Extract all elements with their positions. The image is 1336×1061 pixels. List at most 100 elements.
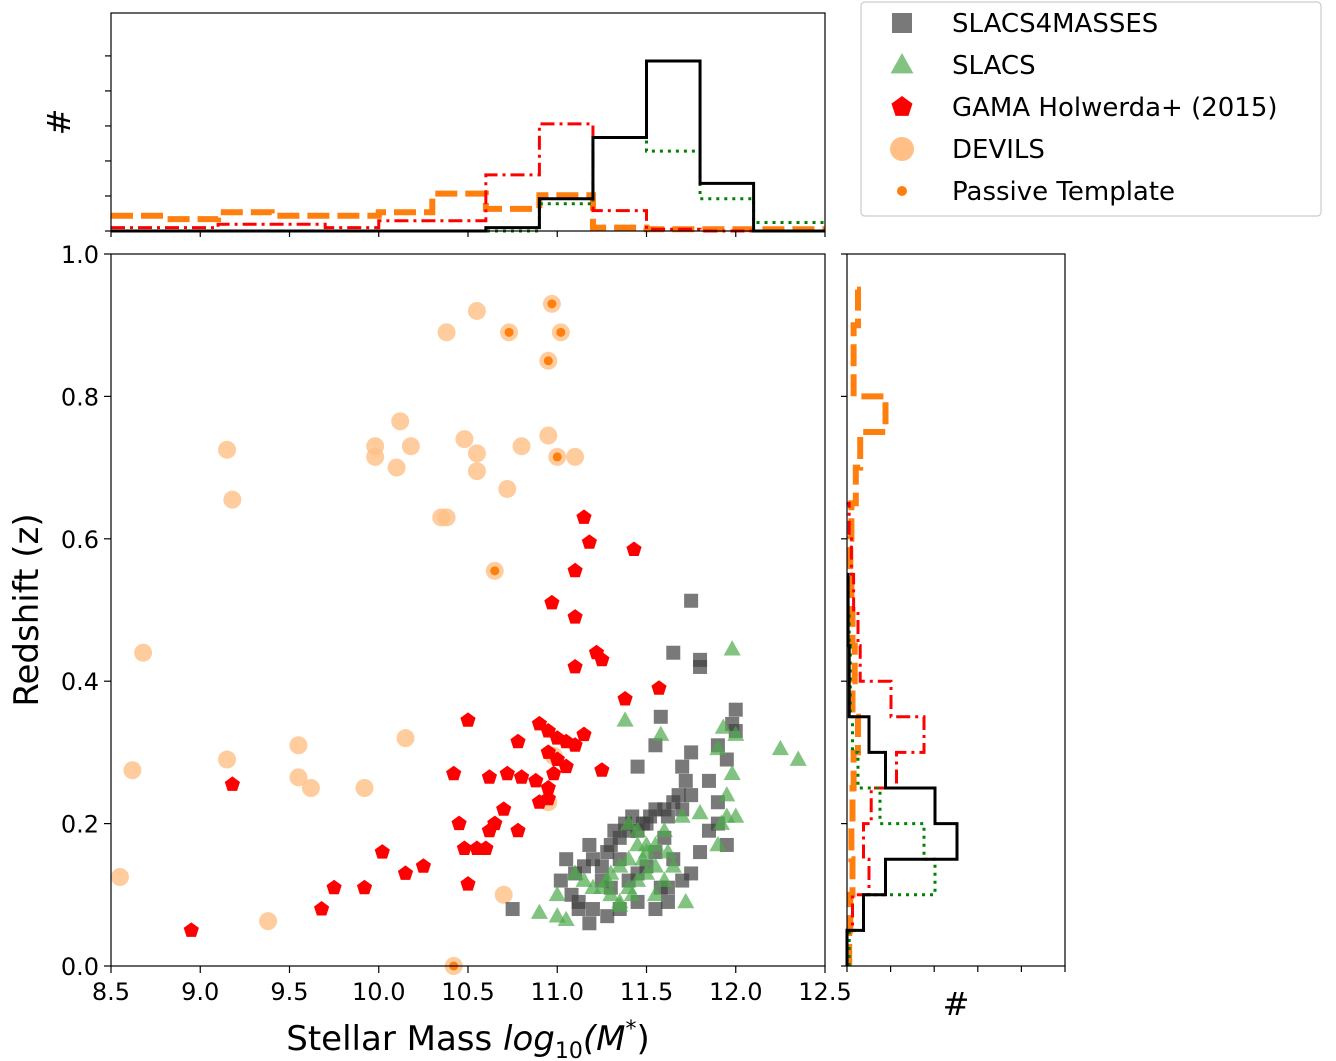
scatter-point: [301, 779, 320, 797]
scatter-point: [566, 447, 585, 466]
scatter-point: [655, 871, 673, 887]
x-axis-label: Stellar Mass log10(M*): [286, 1017, 649, 1061]
scatter-point: [584, 878, 602, 894]
scatter-point: [728, 702, 743, 717]
scatter-point: [510, 733, 526, 749]
scatter-point: [571, 902, 586, 917]
scatter-point: [540, 723, 556, 738]
scatter-point: [582, 837, 597, 852]
x-tick-label: 12.5: [798, 978, 851, 1006]
scatter-point: [218, 440, 237, 459]
scatter-point: [546, 765, 562, 781]
scatter-point: [528, 772, 544, 788]
y-tick-label: 0.0: [61, 953, 99, 981]
right-histogram-bars: [845, 286, 959, 966]
y-axis-label: Redshift (z): [7, 513, 47, 706]
legend-frame: [860, 1, 1322, 217]
scatter-point: [552, 452, 562, 462]
top-histogram-ticks: [105, 55, 826, 237]
y-axis-ticks: 0.0 0.2 0.4 0.6 0.8 1.0: [61, 241, 111, 981]
scatter-point: [437, 508, 456, 527]
scatter-point: [616, 711, 634, 727]
scatter-point: [567, 659, 583, 674]
scatter-point: [576, 509, 592, 524]
scatter-point: [134, 643, 153, 662]
scatter-point: [549, 751, 565, 766]
scatter-point: [467, 462, 486, 481]
scatter-point: [652, 725, 670, 741]
scatter-point: [496, 801, 512, 816]
scatter-point: [455, 430, 474, 449]
scatter-point: [637, 864, 656, 880]
scatter-point: [224, 776, 240, 791]
scatter-point: [374, 844, 390, 859]
scatter-point: [600, 845, 615, 860]
scatter-point: [437, 323, 456, 342]
scatter-point: [558, 758, 574, 774]
scatter-point: [660, 894, 675, 909]
scatter-point: [559, 852, 574, 867]
right-histogram-panel: #: [841, 253, 1066, 1023]
scatter-point: [540, 780, 556, 795]
scatter-point: [539, 426, 558, 445]
scatter-point: [789, 750, 807, 766]
scatter-point: [544, 594, 560, 610]
scatter-point: [513, 769, 530, 784]
main-scatter-panel: 8.5 9.0 9.5 10.0 10.5 11.0 11.5 12.0 12.5 0.0 0.2…: [7, 241, 852, 1061]
scatter-point: [677, 892, 695, 909]
scatter-point: [727, 725, 745, 741]
scatter-point: [460, 876, 476, 891]
scatter-point: [259, 912, 278, 931]
right-histogram-xlabel: #: [943, 985, 970, 1023]
scatter-point: [467, 444, 486, 463]
scatter-point: [499, 765, 515, 781]
scatter-point: [653, 709, 668, 724]
scatter-point: [481, 822, 497, 838]
legend-label: GAMA Holwerda+ (2015): [952, 93, 1278, 123]
legend-label: SLACS4MASSES: [952, 9, 1158, 39]
scatter-point: [326, 879, 342, 895]
scatter-point: [620, 814, 638, 830]
scatter-point: [712, 814, 731, 830]
scatter-point: [611, 857, 629, 873]
scatter-point: [684, 866, 699, 881]
scatter-point: [607, 823, 622, 838]
y-tick-label: 0.2: [61, 811, 99, 839]
scatter-point: [223, 490, 242, 509]
scatter-point: [576, 726, 592, 742]
scatter-point: [504, 327, 514, 337]
scatter-point: [557, 910, 575, 927]
scatter-point: [581, 534, 597, 549]
scatter-point: [678, 773, 693, 788]
top-histogram-step: [111, 122, 825, 233]
scatter-point: [684, 788, 699, 803]
scatter-point: [594, 651, 610, 667]
scatter-point: [659, 843, 677, 859]
scatter-point: [620, 850, 638, 866]
scatter-point: [714, 718, 732, 734]
scatter-point: [684, 593, 699, 608]
scatter-point: [646, 885, 664, 902]
legend-marker: [890, 53, 914, 74]
scatter-point: [446, 765, 462, 781]
scatter-points: [110, 294, 807, 975]
legend-items: SLACS4MASSES SLACS GAMA Holwerda+ (2015) DE…: [890, 9, 1278, 207]
x-tick-label: 10.5: [441, 978, 494, 1006]
y-tick-label: 1.0: [61, 241, 99, 269]
legend-label: Passive Template: [952, 177, 1175, 207]
scatter-point: [582, 916, 597, 931]
scatter-point: [366, 447, 385, 466]
scatter-point: [691, 803, 709, 820]
scatter-point: [630, 759, 645, 774]
scatter-point: [396, 729, 415, 748]
scatter-point: [356, 879, 373, 895]
scatter-point: [648, 902, 663, 917]
scatter-point: [498, 479, 517, 498]
scatter-point: [397, 865, 414, 880]
scatter-point: [718, 786, 736, 802]
scatter-point: [617, 691, 633, 706]
scatter-point: [566, 864, 584, 880]
scatter-point: [723, 640, 741, 656]
scatter-point: [401, 437, 420, 456]
